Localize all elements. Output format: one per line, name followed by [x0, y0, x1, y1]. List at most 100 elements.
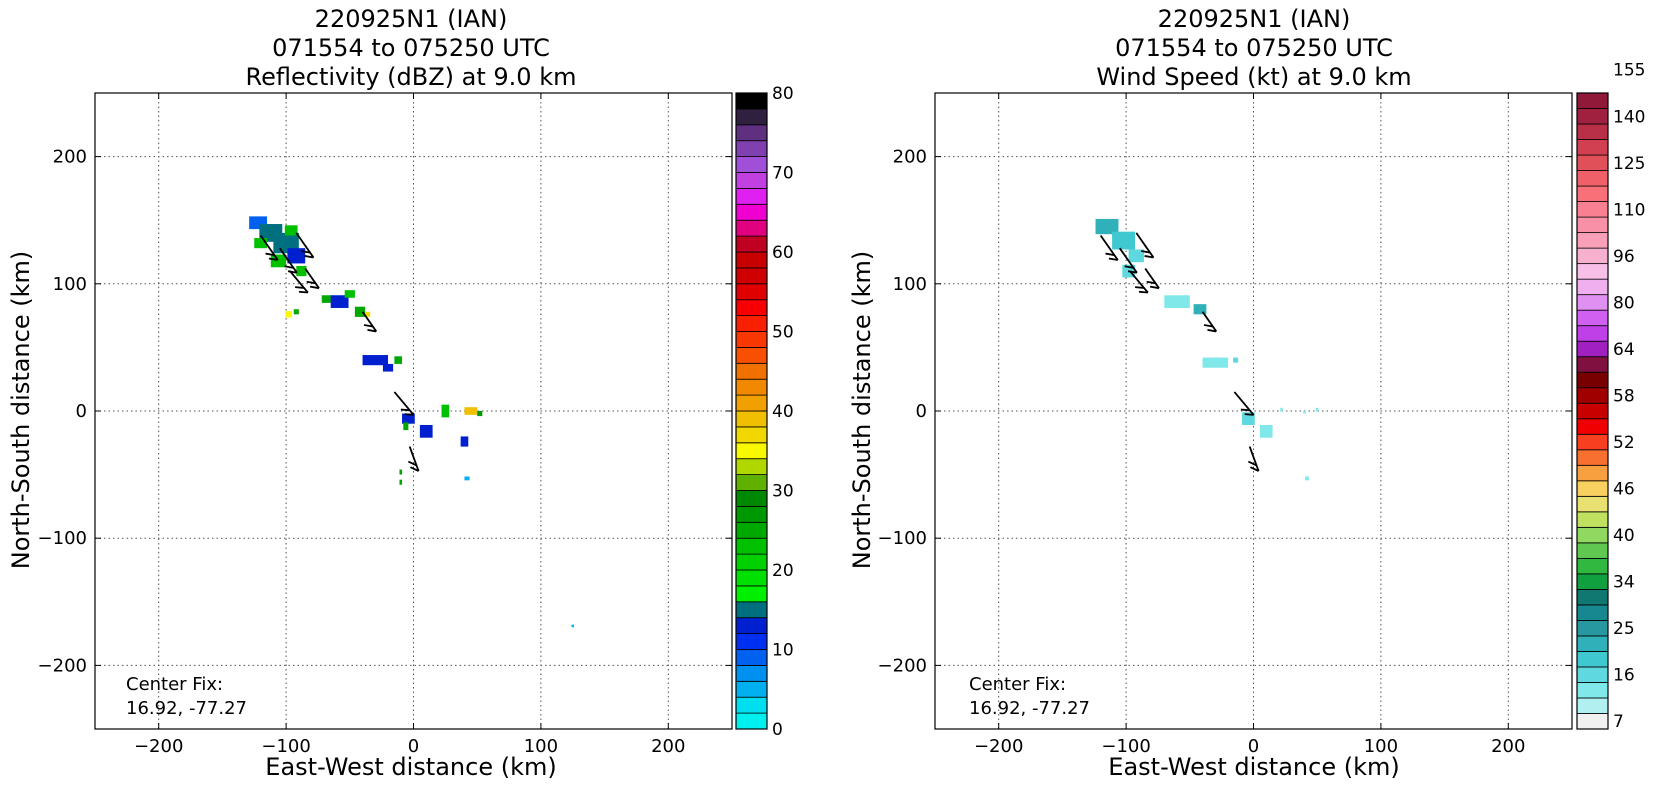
reflectivity-cell [365, 311, 371, 317]
colorbar-swatch [735, 490, 768, 507]
reflectivity-cell [460, 436, 469, 447]
reflectivity-cell [382, 363, 394, 372]
x-tick-label: 100 [1364, 736, 1398, 757]
colorbar-swatch [735, 108, 768, 126]
x-tick-label: −200 [974, 736, 1023, 757]
wind-barb-flag [306, 280, 316, 285]
colorbar-swatch [1576, 620, 1609, 637]
colorbar-swatch [1576, 464, 1609, 482]
colorbar-tick-label: 0 [772, 720, 783, 740]
colorbar-swatch [1576, 449, 1609, 466]
wind-barb-staff [361, 311, 378, 332]
y-axis-label: North-South distance (km) [7, 251, 35, 570]
wind-barb-flag [1240, 408, 1250, 412]
wind-barb-flag [1146, 280, 1156, 285]
colorbar-swatch [1576, 123, 1609, 140]
wind-barb [259, 234, 279, 261]
colorbar-swatch [735, 505, 768, 523]
wind-barb-flag [1250, 466, 1259, 472]
colorbar-swatch [1576, 216, 1609, 234]
reflectivity-cell [399, 479, 403, 485]
reflectivity-cell [270, 254, 287, 268]
colorbar-swatch [1576, 294, 1609, 311]
colorbar-swatch [1576, 340, 1609, 358]
wind-speed-cell [1193, 304, 1207, 315]
colorbar-tick-label: 20 [772, 561, 794, 581]
wind-barb-staff [278, 247, 298, 274]
y-axis-label: North-South distance (km) [848, 251, 876, 570]
colorbar-tick-label: 64 [1613, 340, 1635, 360]
center-fix-value: 16.92, -77.27 [969, 698, 1090, 719]
colorbar-swatch [1576, 356, 1609, 373]
wind-barb-flag [1108, 257, 1118, 261]
wind-barb [1144, 268, 1160, 290]
wind-barb-staff [259, 234, 279, 261]
colorbar-swatch [735, 156, 768, 173]
center-fix-value: 16.92, -77.27 [126, 698, 247, 719]
y-tick-label: 200 [893, 147, 927, 168]
x-axis-label: East-West distance (km) [1108, 753, 1399, 781]
reflectivity-cell [477, 411, 483, 417]
colorbar-swatch [735, 140, 768, 157]
wind-barb-staff [295, 232, 315, 259]
colorbar-swatch [1576, 604, 1609, 621]
reflectivity-cell [399, 469, 403, 475]
wind-speed-cell [1315, 407, 1319, 412]
wind-barb-flag [1105, 252, 1115, 257]
wind-barb-flag [1141, 250, 1151, 254]
title-line-1: 220925N1 (IAN) [315, 5, 508, 33]
reflectivity-cell [354, 306, 366, 317]
colorbar-swatch [735, 219, 768, 237]
wind-barb-flag [1247, 460, 1257, 467]
colorbar-swatch [1576, 108, 1609, 125]
colorbar: 7 16 25 34 40 46 52 58 64 80 96 110 125 140 155 [1576, 61, 1645, 732]
colorbar-tick-label: 30 [772, 482, 794, 502]
colorbar-swatch [735, 267, 768, 285]
colorbar-swatch [1576, 139, 1609, 156]
colorbar-tick-label: 7 [1613, 712, 1624, 732]
x-tick-label: 0 [408, 736, 419, 757]
title-line-3: Reflectivity (dBZ) at 9.0 km [246, 63, 577, 91]
y-tick-label: −100 [878, 528, 927, 549]
colorbar-swatch [735, 680, 768, 698]
colorbar-tick-label: 52 [1613, 433, 1635, 453]
wind-speed-cell [1202, 357, 1229, 368]
colorbar-tick-label: 25 [1613, 619, 1635, 639]
colorbar-swatch [1576, 682, 1609, 699]
x-tick-label: 200 [1491, 736, 1525, 757]
reflectivity-cell [254, 238, 267, 249]
colorbar-swatch [735, 235, 768, 253]
colorbar-swatch [735, 696, 768, 714]
reflectivity-cell [344, 290, 355, 298]
center-fix-label: Center Fix: [969, 674, 1066, 695]
colorbar-swatch [735, 426, 768, 444]
wind-barb-flag [309, 285, 320, 290]
wind-barb-staff [1099, 234, 1119, 261]
wind-speed-cell [1095, 218, 1119, 235]
reflectivity-cell [296, 265, 307, 277]
wind-barb-flag [1124, 265, 1134, 269]
colorbar-swatch [1576, 511, 1609, 528]
colorbar-tick-label: 80 [1613, 293, 1635, 313]
colorbar-swatch [1576, 170, 1609, 187]
wind-barb [1099, 234, 1119, 261]
wind-barb-flag [268, 257, 278, 261]
wind-barb [289, 270, 309, 294]
reflectivity-cell [441, 404, 450, 418]
colorbar-tick-label: 110 [1613, 200, 1645, 220]
colorbar-swatch [735, 521, 768, 539]
reflectivity-cell [330, 295, 349, 308]
colorbar-swatch [735, 649, 768, 666]
wind-barb [1135, 232, 1155, 259]
wind-barb-staff [1129, 270, 1149, 294]
wind-barb-flag [404, 413, 414, 416]
y-tick-label: −200 [38, 655, 87, 676]
colorbar-tick-label: 34 [1613, 573, 1635, 593]
colorbar-swatch [1576, 92, 1609, 109]
colorbar-swatch [735, 474, 768, 491]
colorbar-swatch [1576, 309, 1609, 327]
colorbar-swatch [1576, 697, 1609, 714]
colorbar-swatch [1576, 588, 1609, 606]
wind-barb [407, 446, 420, 472]
